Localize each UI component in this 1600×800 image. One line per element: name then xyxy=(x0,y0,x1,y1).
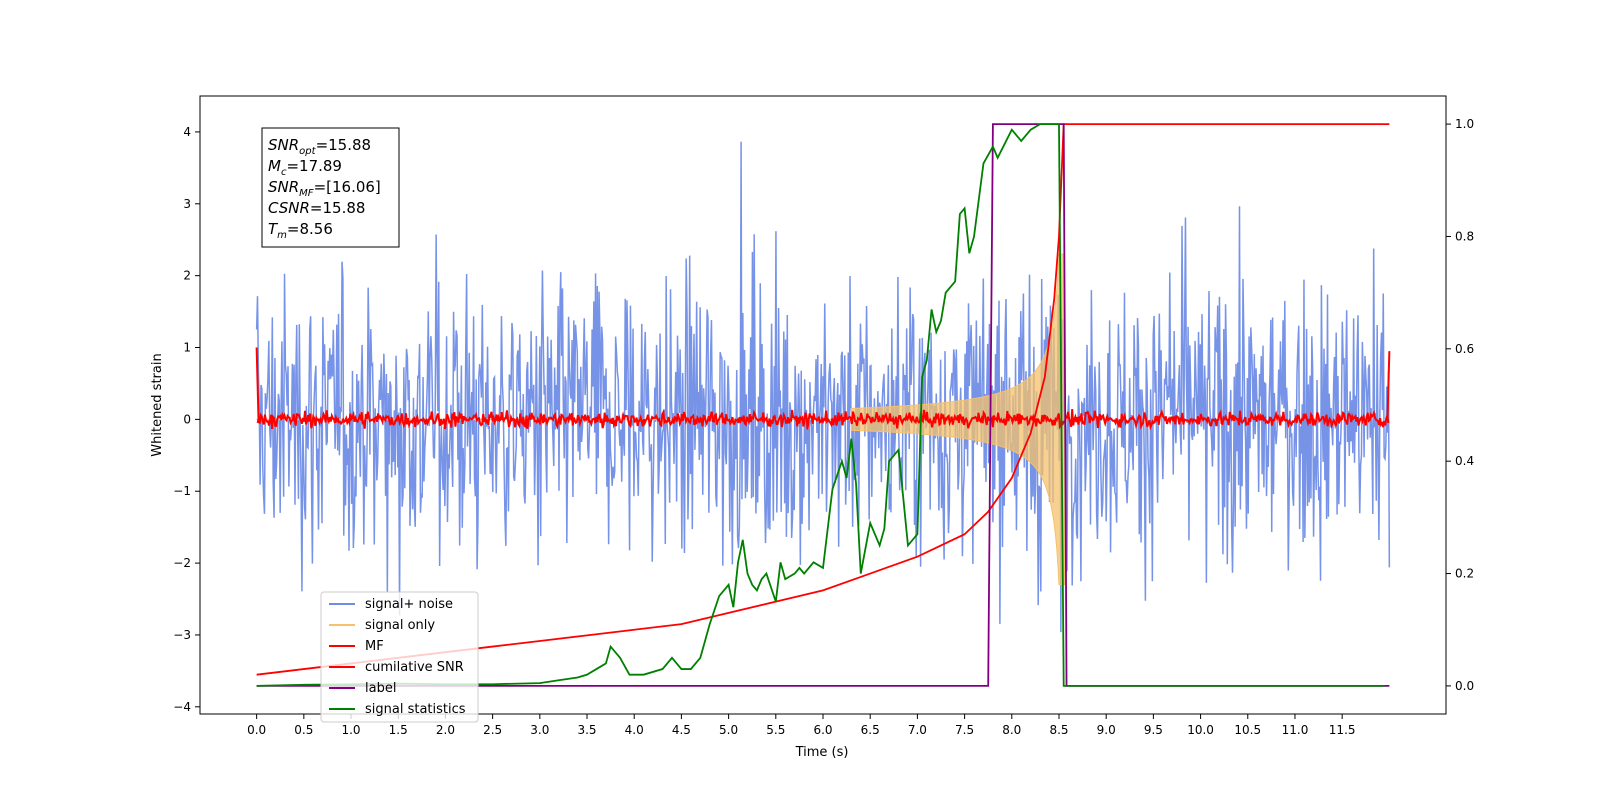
series-mf-line xyxy=(255,347,1391,431)
y-tick-label: 0 xyxy=(183,412,191,426)
legend-frame xyxy=(320,591,479,723)
annotation-subscript: MF xyxy=(299,188,314,199)
x-axis-label: Time (s) xyxy=(795,745,849,760)
annotation-symbol: SNR xyxy=(268,178,299,196)
annotation-subscript: c xyxy=(281,167,287,178)
series-signal-statistics-line xyxy=(256,123,1385,687)
legend-label: signal+ noise xyxy=(365,597,453,612)
y-tick-label: 2 xyxy=(183,269,191,283)
x-tick-label: 11.0 xyxy=(1282,723,1309,737)
y-tick-label: −1 xyxy=(173,484,191,498)
y-tick-label: −4 xyxy=(173,700,191,714)
x-tick-label: 1.5 xyxy=(389,723,408,737)
y2-tick-label: 0.0 xyxy=(1455,679,1474,693)
x-tick-label: 5.5 xyxy=(766,723,785,737)
x-tick-label: 5.0 xyxy=(719,723,738,737)
legend-label: MF xyxy=(365,639,384,654)
y2-tick-label: 0.2 xyxy=(1455,567,1474,581)
annotation-frame xyxy=(261,127,400,248)
x-tick-label: 6.5 xyxy=(861,723,880,737)
x-tick-label: 8.5 xyxy=(1049,723,1068,737)
y-tick-label: −3 xyxy=(173,628,191,642)
x-tick-label: 2.0 xyxy=(436,723,455,737)
annotation-line: SNRopt=15.88 xyxy=(268,136,371,157)
x-tick-label: 11.5 xyxy=(1329,723,1356,737)
x-tick-label: 0.5 xyxy=(294,723,313,737)
annotation-symbol: SNR xyxy=(268,136,299,154)
x-tick-label: 6.0 xyxy=(813,723,832,737)
x-tick-label: 7.5 xyxy=(955,723,974,737)
legend-label: label xyxy=(365,681,396,696)
x-tick-label: 9.0 xyxy=(1097,723,1116,737)
y2-tick-label: 0.8 xyxy=(1455,229,1474,243)
annotation-subscript: m xyxy=(277,230,287,241)
x-tick-label: 9.5 xyxy=(1144,723,1163,737)
legend: signal+ noise signal only MF cumilative SNR… xyxy=(320,591,479,723)
annotation-subscript: opt xyxy=(299,146,316,157)
annotation-value: =15.88 xyxy=(310,199,366,217)
x-tick-label: 8.0 xyxy=(1002,723,1021,737)
y-tick-label: 1 xyxy=(183,341,191,355)
stats-annotation-box: SNRopt=15.88Mc=17.89SNRMF=[16.06]CSNR=15… xyxy=(261,127,400,248)
annotation-value: =15.88 xyxy=(316,136,372,154)
axis-ticks: 0.0 0.5 1.0 1.5 2.0 2.5 3.0 3.5 4.0 4.5 5.0 5.5 6.0 6… xyxy=(173,117,1474,737)
x-tick-label: 4.5 xyxy=(672,723,691,737)
x-tick-label: 7.0 xyxy=(908,723,927,737)
x-tick-label: 3.5 xyxy=(577,723,596,737)
annotation-value: =17.89 xyxy=(286,157,342,175)
legend-label: signal only xyxy=(365,618,435,633)
annotation-symbol: M xyxy=(268,157,281,175)
annotation-symbol: CSNR xyxy=(268,199,310,217)
annotation-value: =[16.06] xyxy=(314,178,381,196)
legend-label: signal statistics xyxy=(365,702,466,717)
annotation-line: CSNR=15.88 xyxy=(268,199,365,217)
y-tick-label: 4 xyxy=(183,125,191,139)
annotation-line: SNRMF=[16.06] xyxy=(268,178,381,199)
x-tick-label: 1.0 xyxy=(341,723,360,737)
x-tick-label: 3.0 xyxy=(530,723,549,737)
annotation-line: Mc=17.89 xyxy=(268,157,342,178)
legend-label: cumilative SNR xyxy=(365,660,464,675)
y-tick-label: −2 xyxy=(173,556,191,570)
y2-tick-label: 0.6 xyxy=(1455,342,1474,356)
annotation-line: Tm=8.56 xyxy=(268,220,333,241)
x-tick-label: 10.0 xyxy=(1187,723,1214,737)
annotation-symbol: T xyxy=(268,220,279,238)
annotation-value: =8.56 xyxy=(287,220,333,238)
x-tick-label: 4.0 xyxy=(625,723,644,737)
y-tick-label: 3 xyxy=(183,197,191,211)
x-tick-label: 0.0 xyxy=(247,723,266,737)
y2-tick-label: 1.0 xyxy=(1455,117,1474,131)
x-tick-label: 10.5 xyxy=(1234,723,1261,737)
series-signal-noise-line xyxy=(255,141,1391,633)
y2-tick-label: 0.4 xyxy=(1455,454,1474,468)
x-tick-label: 2.5 xyxy=(483,723,502,737)
y-axis-label: Whitened strain xyxy=(150,353,165,456)
